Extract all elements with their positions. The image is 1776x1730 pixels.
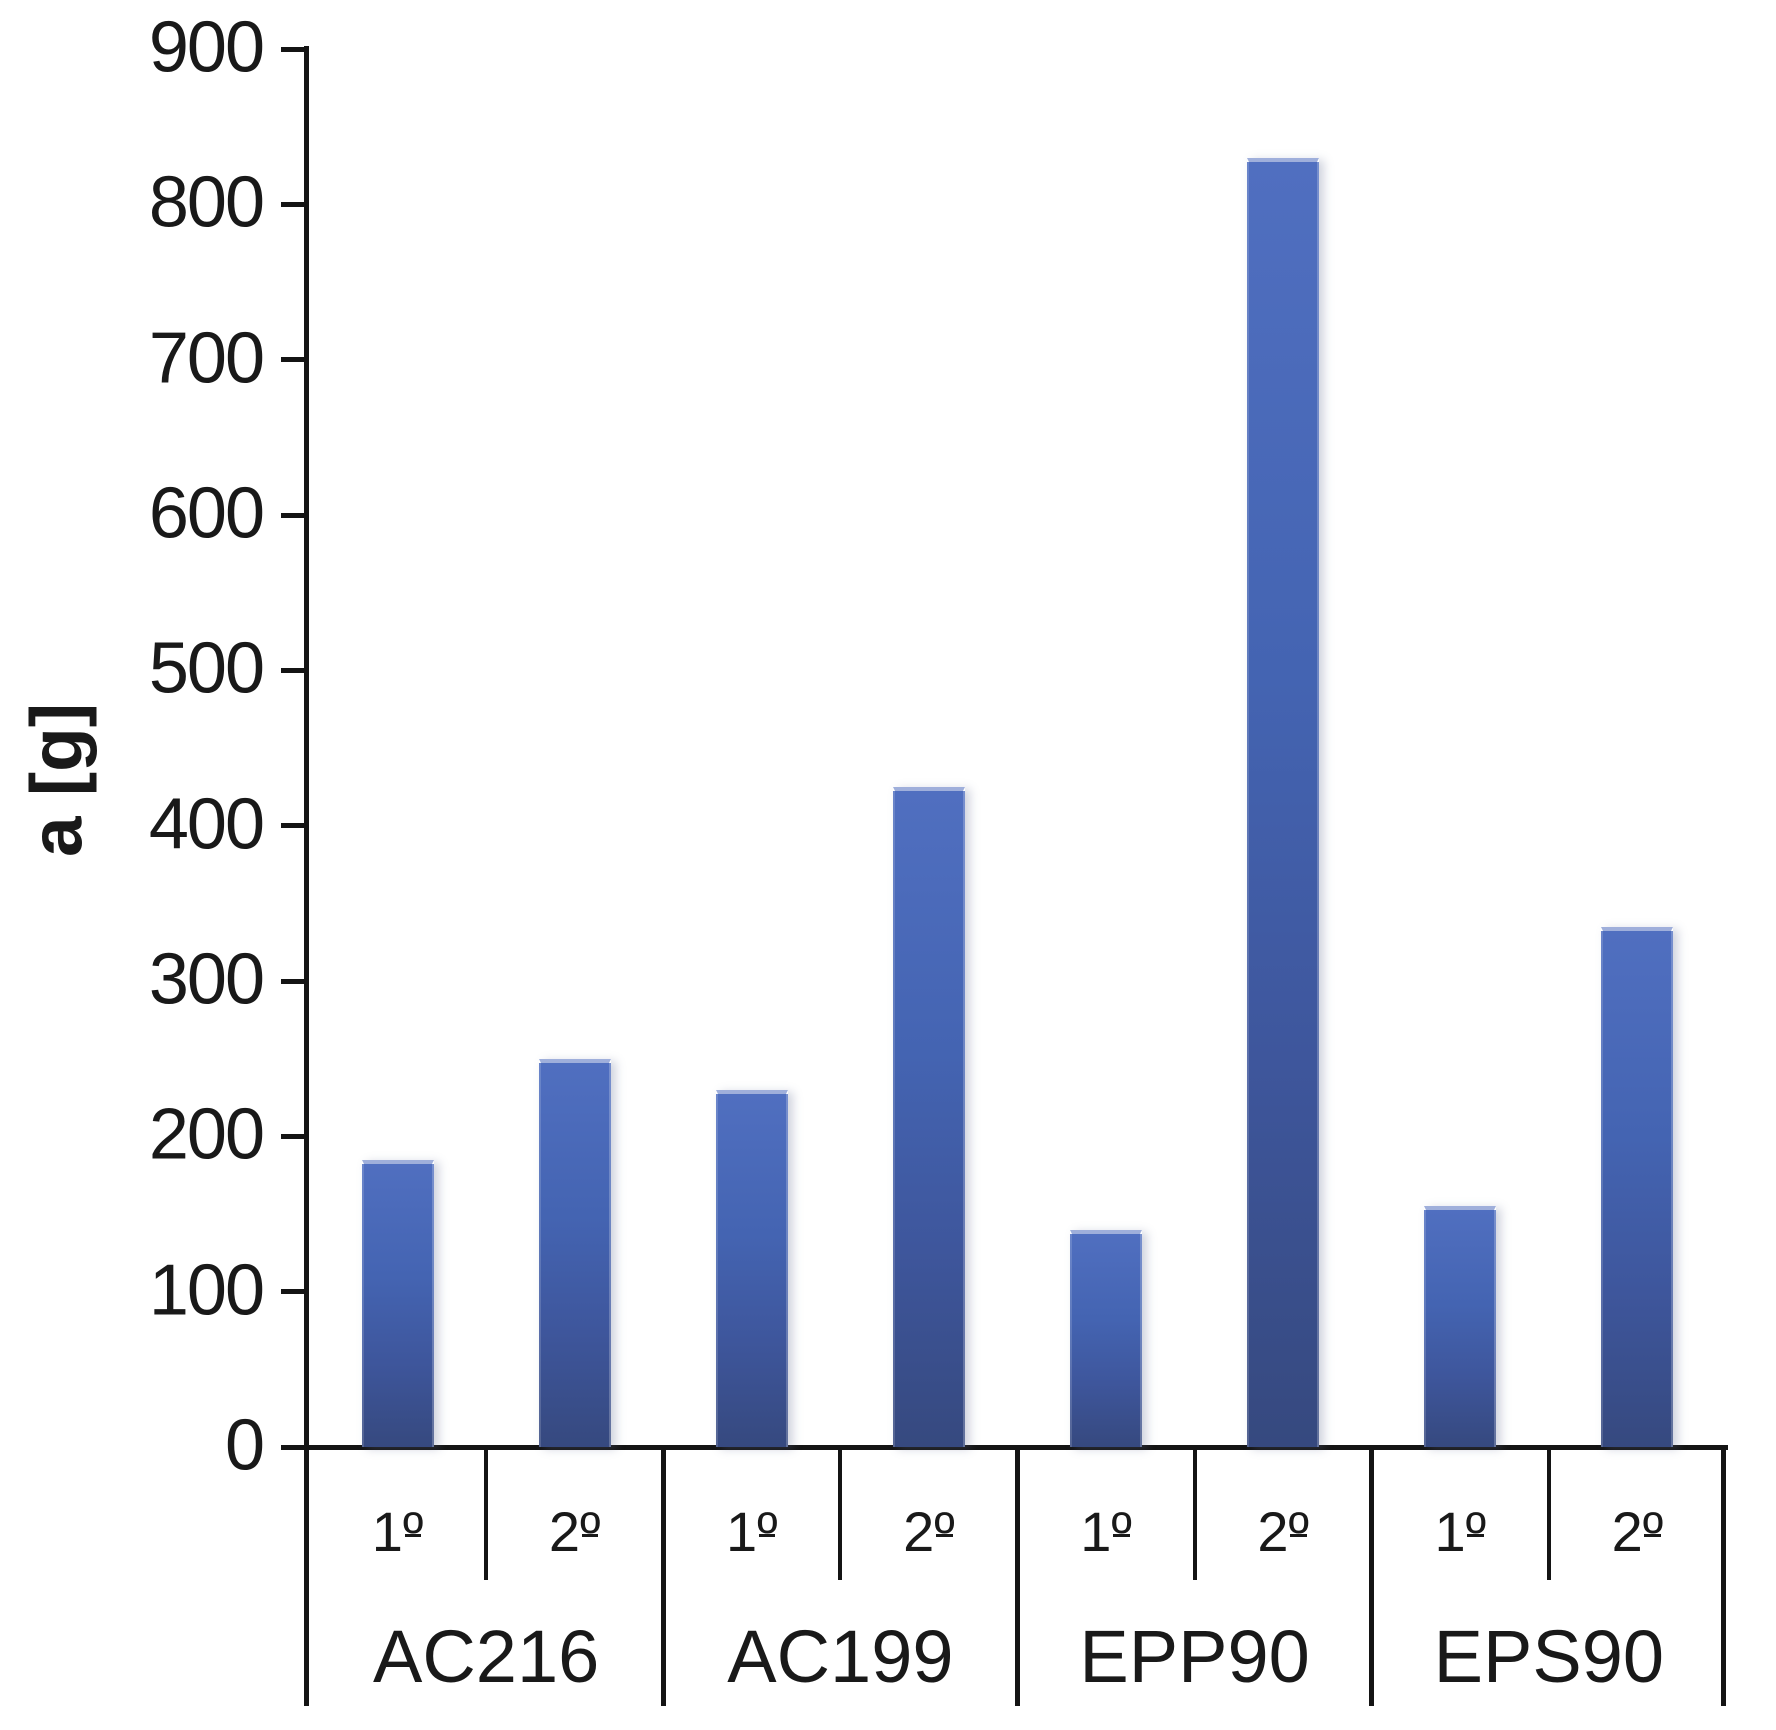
y-tick-label: 200 (148, 1094, 265, 1175)
y-tick-mark (281, 823, 309, 829)
ordinal-indicator: º (757, 1500, 778, 1563)
y-tick-mark (281, 667, 309, 673)
sub-divider (1192, 1447, 1197, 1580)
bar-EPP90-2º (1247, 157, 1320, 1447)
sub-category-label: 1º (726, 1500, 778, 1563)
y-tick-mark (281, 1289, 309, 1295)
bar-AC216-2º (538, 1058, 611, 1447)
y-tick-label: 0 (224, 1405, 265, 1486)
y-tick-label: 300 (148, 939, 265, 1020)
category-label: AC216 (372, 1615, 600, 1698)
y-axis-line (304, 46, 309, 1706)
bar-AC216-1º (361, 1159, 434, 1447)
y-tick-label: 800 (148, 162, 265, 243)
y-tick-mark (281, 1133, 309, 1139)
bar-AC199-2º (892, 786, 965, 1447)
sub-divider (838, 1447, 843, 1580)
sub-category-label: 1º (1080, 1500, 1132, 1563)
ordinal-indicator: º (1288, 1500, 1309, 1563)
category-label: AC199 (727, 1615, 954, 1698)
ordinal-indicator: º (934, 1500, 955, 1563)
ordinal-indicator: º (1111, 1500, 1132, 1563)
y-tick-label: 400 (148, 784, 265, 865)
ordinal-indicator: º (402, 1500, 424, 1563)
y-tick-mark (281, 357, 309, 363)
category-table-right-border (1721, 1447, 1726, 1706)
x-axis-line (281, 1445, 1728, 1450)
group-divider (1015, 1447, 1020, 1706)
y-tick-mark (281, 1444, 309, 1450)
y-tick-mark (281, 512, 309, 518)
sub-category-label: 2º (548, 1500, 601, 1563)
sub-category-label: 1º (371, 1500, 424, 1563)
y-tick-mark (281, 978, 309, 984)
category-label: EPS90 (1433, 1615, 1665, 1698)
ordinal-indicator: º (1465, 1500, 1487, 1563)
bar-EPS90-2º (1601, 926, 1674, 1447)
sub-category-label: 2º (1611, 1500, 1664, 1563)
y-tick-label: 100 (148, 1250, 265, 1331)
sub-category-label: 1º (1434, 1500, 1487, 1563)
sub-divider (484, 1447, 489, 1580)
y-tick-mark (281, 201, 309, 207)
y-tick-label: 500 (148, 628, 265, 709)
sub-category-label: 2º (1257, 1500, 1309, 1563)
group-divider (660, 1447, 666, 1706)
bar-EPS90-1º (1424, 1206, 1497, 1447)
category-label: EPP90 (1079, 1615, 1310, 1698)
y-tick-label: 700 (148, 318, 265, 399)
y-tick-label: 900 (148, 7, 265, 88)
sub-divider (1546, 1447, 1551, 1580)
y-tick-mark (281, 46, 309, 52)
ordinal-indicator: º (1642, 1500, 1664, 1563)
group-divider (1369, 1447, 1375, 1706)
y-tick-label: 600 (148, 473, 265, 554)
bar-AC199-1º (715, 1089, 788, 1447)
sub-category-label: 2º (903, 1500, 955, 1563)
bar-EPP90-1º (1070, 1229, 1143, 1447)
ordinal-indicator: º (580, 1500, 601, 1563)
